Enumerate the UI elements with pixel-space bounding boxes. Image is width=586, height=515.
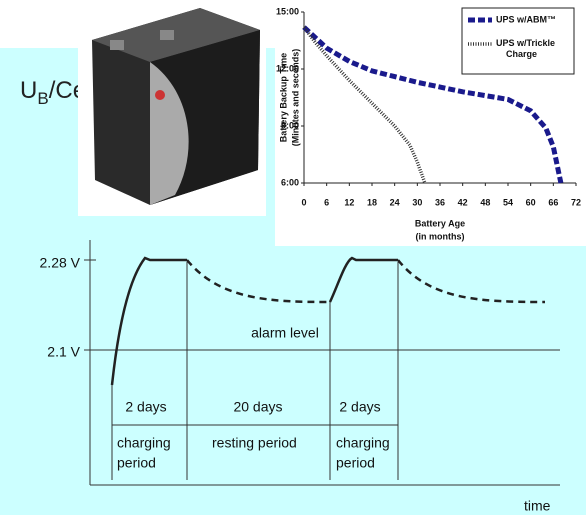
x-tick-label: 54 bbox=[503, 197, 513, 207]
duration: 2 days bbox=[125, 399, 166, 415]
period: resting period bbox=[212, 435, 297, 451]
y-label: UB/Cell bbox=[20, 77, 97, 108]
period: period bbox=[336, 455, 375, 471]
x-tick-label: 36 bbox=[435, 197, 445, 207]
duration: 2 days bbox=[339, 399, 380, 415]
y-tick-label: 9:00 bbox=[281, 120, 299, 130]
x-tick-label: 42 bbox=[458, 197, 468, 207]
period: period bbox=[117, 455, 156, 471]
x-tick-label: 0 bbox=[301, 197, 306, 207]
tick-label: 2.28 V bbox=[40, 255, 81, 271]
period: charging bbox=[336, 435, 390, 451]
x-tick-label: 18 bbox=[367, 197, 377, 207]
y-tick-label: 12:00 bbox=[276, 63, 299, 73]
x-subtitle: (in months) bbox=[416, 231, 465, 241]
axes bbox=[84, 240, 560, 486]
x-tick-label: 24 bbox=[390, 197, 400, 207]
x-tick-label: 30 bbox=[412, 197, 422, 207]
x-tick-label: 6 bbox=[324, 197, 329, 207]
line bbox=[302, 25, 564, 184]
x-tick-label: 48 bbox=[480, 197, 490, 207]
x-tick-label: 66 bbox=[548, 197, 558, 207]
x-tick-label: 12 bbox=[344, 197, 354, 207]
alarm-label: alarm level bbox=[251, 325, 319, 341]
y-subtitle: (Minutes and seconds) bbox=[290, 49, 300, 147]
x-tick-label: 60 bbox=[526, 197, 536, 207]
period: charging bbox=[117, 435, 171, 451]
legend-label: UPS w/ABM™ bbox=[496, 14, 556, 24]
y-tick-label: 6:00 bbox=[281, 177, 299, 187]
battery-photo bbox=[78, 0, 266, 216]
y-tick-label: 15:00 bbox=[276, 6, 299, 16]
x-tick-label: 72 bbox=[571, 197, 581, 207]
line bbox=[302, 26, 427, 184]
x-title: Battery Age bbox=[415, 218, 465, 228]
voltage-curve bbox=[110, 256, 546, 386]
y-title: Battery Backup Time bbox=[278, 53, 288, 142]
legend-label: UPS w/Trickle Charge bbox=[496, 38, 555, 59]
x-label: time bbox=[524, 498, 551, 514]
duration: 20 days bbox=[233, 399, 282, 415]
tick-label: 2.1 V bbox=[47, 344, 80, 360]
